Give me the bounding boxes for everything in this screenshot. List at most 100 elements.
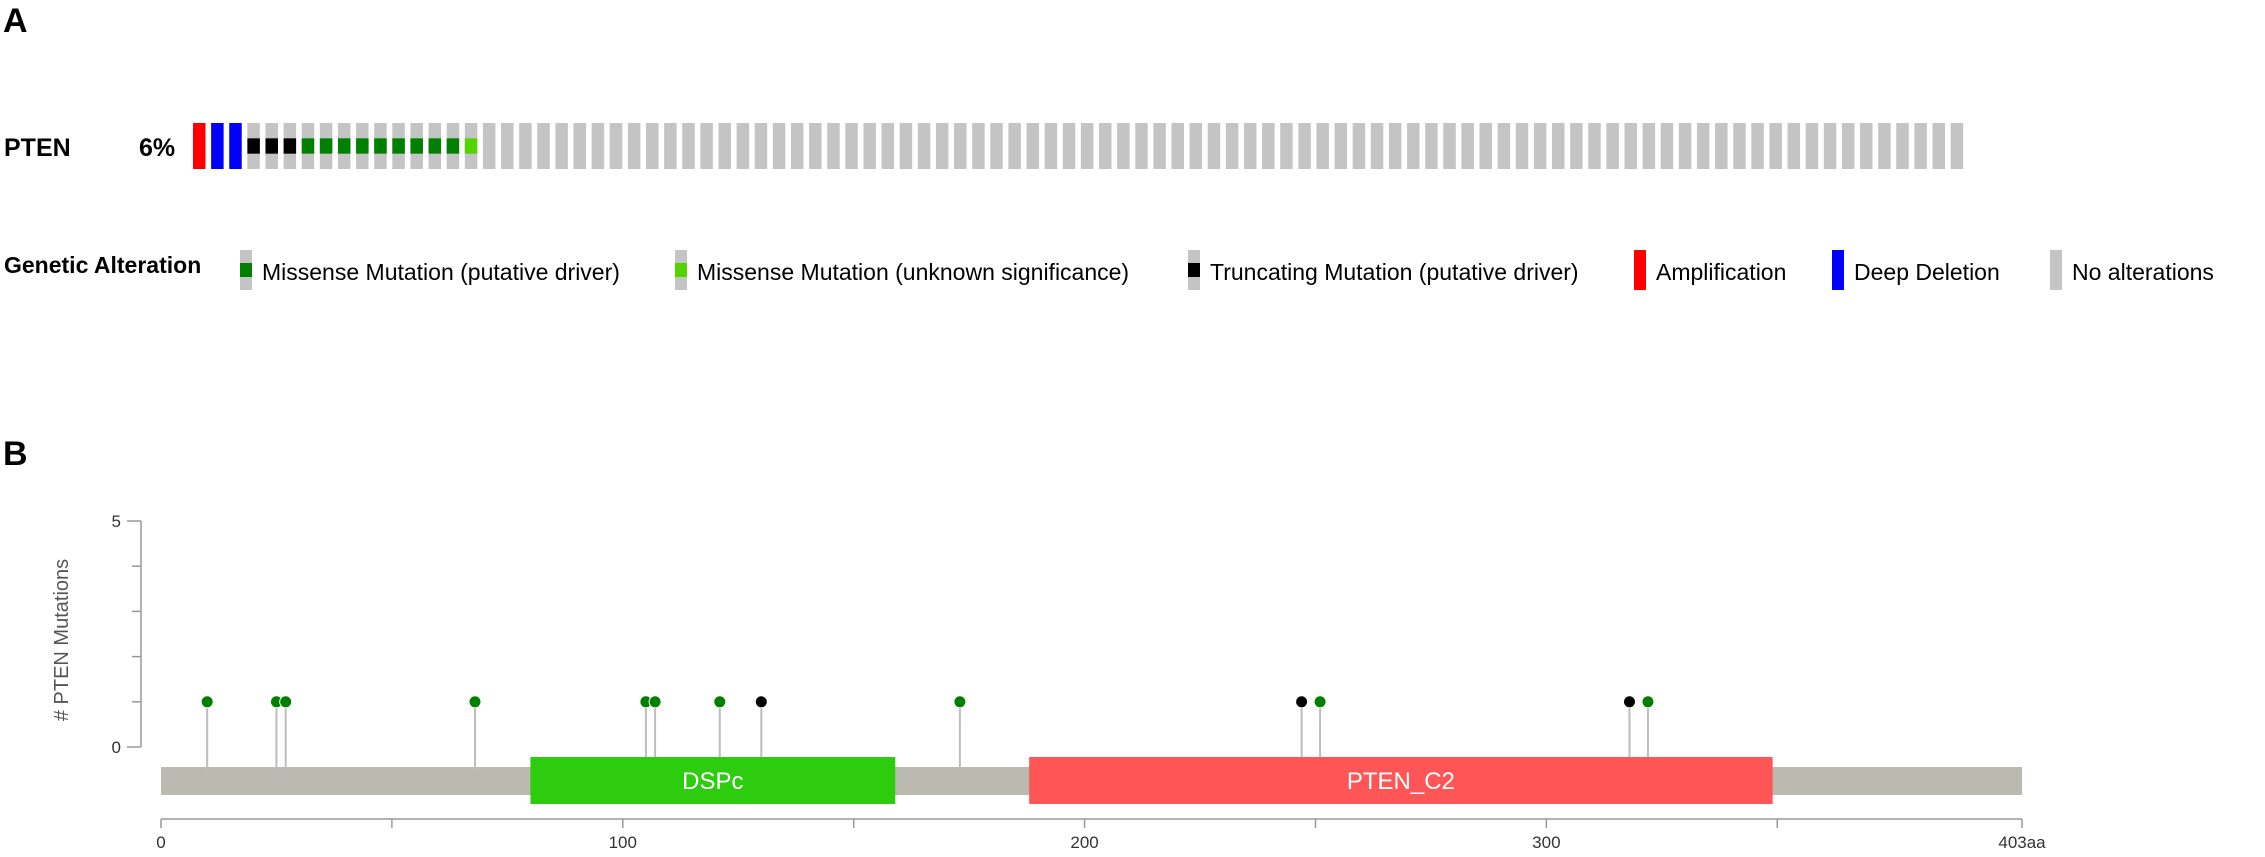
lollipop-head-missense[interactable] [1313, 695, 1327, 709]
lollipop-head-missense[interactable] [468, 695, 482, 709]
oncoprint-sample-cell[interactable] [1479, 123, 1493, 169]
oncoprint-sample-cell[interactable] [1461, 123, 1474, 169]
oncoprint-sample-cell[interactable] [519, 123, 532, 169]
oncoprint-sample-cell[interactable] [1135, 123, 1148, 169]
oncoprint-sample-cell[interactable] [1117, 123, 1130, 169]
oncoprint-sample-cell[interactable] [482, 123, 496, 169]
lollipop-head-missense[interactable] [1641, 695, 1655, 709]
oncoprint-sample-cell[interactable] [1823, 123, 1837, 169]
oncoprint-sample-cell[interactable] [1443, 123, 1456, 169]
lollipop-head-truncating[interactable] [1295, 695, 1309, 709]
oncoprint-sample-cell[interactable] [591, 123, 605, 169]
oncoprint-sample-cell[interactable] [609, 123, 623, 169]
oncoprint-sample-cell[interactable] [1533, 123, 1547, 169]
oncoprint-sample-cell[interactable] [646, 123, 659, 169]
oncoprint-sample-cell[interactable] [1407, 123, 1420, 169]
oncoprint-sample-cell[interactable] [1044, 123, 1058, 169]
oncoprint-sample-cell[interactable] [935, 123, 949, 169]
oncoprint-sample-cell[interactable] [1841, 123, 1855, 169]
oncoprint-sample-cell[interactable] [1896, 123, 1909, 169]
lollipop-head-missense[interactable] [200, 695, 214, 709]
oncoprint-sample-cell[interactable] [972, 123, 985, 169]
lollipop-head-missense[interactable] [279, 695, 293, 709]
oncoprint-sample-cell[interactable] [1733, 123, 1746, 169]
oncoprint-sample-cell[interactable] [573, 123, 587, 169]
oncoprint-sample-cell[interactable] [555, 123, 568, 169]
oncoprint-sample-cell[interactable] [700, 123, 713, 169]
oncoprint-sample-cell[interactable] [627, 123, 641, 169]
domain-pten-c2[interactable] [1029, 757, 1773, 804]
oncoprint-sample-cell[interactable] [1624, 123, 1637, 169]
oncoprint-sample-cell[interactable] [1189, 123, 1203, 169]
oncoprint-mutation-mark [410, 138, 423, 154]
oncoprint-sample-cell[interactable] [845, 123, 858, 169]
oncoprint-sample-cell[interactable] [1932, 123, 1946, 169]
oncoprint-sample-cell[interactable] [1008, 123, 1021, 169]
oncoprint-sample-cell[interactable] [1099, 123, 1112, 169]
oncoprint-sample-cell[interactable] [193, 123, 206, 169]
oncoprint-sample-cell[interactable] [772, 123, 786, 169]
oncoprint-sample-cell[interactable] [1570, 123, 1583, 169]
lollipop-head-missense[interactable] [953, 695, 967, 709]
oncoprint-sample-cell[interactable] [1787, 123, 1801, 169]
oncoprint-sample-cell[interactable] [1298, 123, 1311, 169]
oncoprint-sample-cell[interactable] [1425, 123, 1438, 169]
oncoprint-sample-cell[interactable] [881, 123, 895, 169]
domain-dspc[interactable] [530, 757, 896, 804]
lollipop-head-truncating[interactable] [754, 695, 768, 709]
oncoprint-sample-cell[interactable] [1352, 123, 1366, 169]
oncoprint-sample-cell[interactable] [1280, 123, 1293, 169]
oncoprint-sample-cell[interactable] [1660, 123, 1674, 169]
oncoprint-sample-cell[interactable] [1316, 123, 1329, 169]
oncoprint-sample-cell[interactable] [1606, 123, 1619, 169]
oncoprint-sample-cell[interactable] [1950, 123, 1964, 169]
oncoprint-sample-cell[interactable] [501, 123, 514, 169]
oncoprint-sample-cell[interactable] [754, 123, 768, 169]
oncoprint-sample-cell[interactable] [790, 123, 804, 169]
oncoprint-sample-cell[interactable] [809, 123, 822, 169]
oncoprint-sample-cell[interactable] [1497, 123, 1511, 169]
oncoprint-sample-cell[interactable] [1588, 123, 1601, 169]
oncoprint-sample-cell[interactable] [1552, 123, 1565, 169]
lollipop-head-truncating[interactable] [1622, 695, 1636, 709]
oncoprint-sample-cell[interactable] [954, 123, 967, 169]
oncoprint-sample-cell[interactable] [1243, 123, 1257, 169]
oncoprint-sample-cell[interactable] [537, 123, 550, 169]
oncoprint-sample-cell[interactable] [1370, 123, 1384, 169]
oncoprint-sample-cell[interactable] [1715, 123, 1728, 169]
oncoprint-sample-cell[interactable] [229, 123, 242, 169]
oncoprint-sample-cell[interactable] [682, 123, 695, 169]
oncoprint-sample-cell[interactable] [1080, 123, 1094, 169]
oncoprint-sample-cell[interactable] [863, 123, 876, 169]
oncoprint-sample-cell[interactable] [664, 123, 677, 169]
oncoprint-sample-cell[interactable] [827, 123, 840, 169]
oncoprint-sample-cell[interactable] [1751, 123, 1764, 169]
lollipop-head-missense[interactable] [713, 695, 727, 709]
oncoprint-sample-cell[interactable] [1171, 123, 1184, 169]
oncoprint-sample-cell[interactable] [1225, 123, 1239, 169]
oncoprint-sample-cell[interactable] [1769, 123, 1782, 169]
oncoprint-sample-cell[interactable] [1678, 123, 1692, 169]
oncoprint-sample-cell[interactable] [1026, 123, 1040, 169]
oncoprint-sample-cell[interactable] [718, 123, 731, 169]
oncoprint-sample-cell[interactable] [1642, 123, 1656, 169]
oncoprint-sample-cell[interactable] [211, 123, 224, 169]
oncoprint-sample-cell[interactable] [1207, 123, 1221, 169]
oncoprint-sample-cell[interactable] [1860, 123, 1873, 169]
oncoprint-sample-cell[interactable] [1696, 123, 1710, 169]
oncoprint-sample-cell[interactable] [1805, 123, 1819, 169]
oncoprint-sample-cell[interactable] [1878, 123, 1891, 169]
oncoprint-sample-cell[interactable] [1262, 123, 1275, 169]
oncoprint-sample-cell[interactable] [1153, 123, 1166, 169]
oncoprint-sample-cell[interactable] [917, 123, 931, 169]
oncoprint-sample-cell[interactable] [736, 123, 750, 169]
oncoprint-sample-cell[interactable] [1515, 123, 1529, 169]
oncoprint-sample-cell[interactable] [1334, 123, 1348, 169]
legend-label: Amplification [1656, 259, 1786, 285]
oncoprint-sample-cell[interactable] [1062, 123, 1076, 169]
lollipop-head-missense[interactable] [648, 695, 662, 709]
oncoprint-sample-cell[interactable] [899, 123, 913, 169]
oncoprint-sample-cell[interactable] [1388, 123, 1402, 169]
oncoprint-sample-cell[interactable] [990, 123, 1003, 169]
oncoprint-sample-cell[interactable] [1914, 123, 1927, 169]
